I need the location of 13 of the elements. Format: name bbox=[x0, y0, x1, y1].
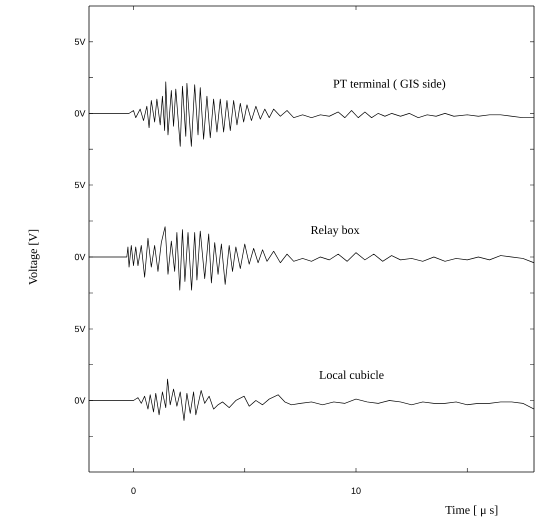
y-tick-label: 5V bbox=[74, 326, 86, 332]
y-axis-title: Voltage [V] bbox=[28, 230, 40, 285]
y-tick-label: 5V bbox=[74, 182, 86, 188]
y-tick-label: 0V bbox=[74, 110, 86, 117]
series-label: PT terminal ( GIS side) bbox=[333, 79, 446, 90]
y-tick-label: 0V bbox=[74, 254, 86, 260]
series-label: Local cubicle bbox=[319, 370, 384, 379]
series-label: Relay box bbox=[310, 226, 360, 237]
x-axis-title: Time [ μ s] bbox=[445, 506, 498, 516]
x-tick-label: 0 bbox=[131, 488, 136, 494]
y-tick-label: 0V bbox=[74, 397, 86, 404]
y-tick-label: 5V bbox=[74, 38, 86, 45]
x-tick-label: 10 bbox=[352, 488, 361, 494]
